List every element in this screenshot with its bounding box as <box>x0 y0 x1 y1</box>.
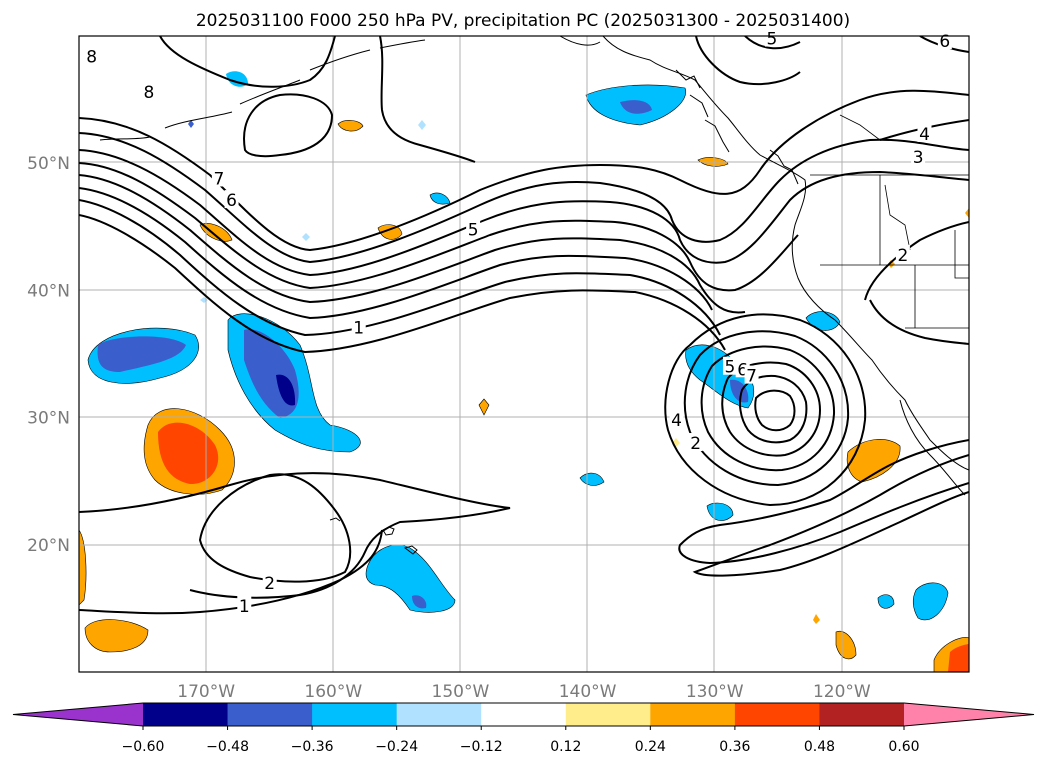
colorbar-segment <box>227 703 313 726</box>
map-background <box>79 36 969 672</box>
contour-label: 1 <box>353 318 364 338</box>
figure-title: 2025031100 F000 250 hPa PV, precipitatio… <box>196 11 850 31</box>
contour-label: 8 <box>144 83 155 103</box>
contour-label-bg <box>895 244 910 263</box>
contour-label-bg <box>911 146 926 165</box>
lon-label: 130°W <box>686 682 744 702</box>
pv-contours <box>79 36 969 615</box>
gridlines <box>79 36 969 672</box>
map-frame <box>78 35 970 673</box>
colorbar-segment <box>481 703 567 726</box>
latitude-labels: 50°N 40°N 30°N 20°N <box>27 154 70 556</box>
colorbar-tick-label: 0.36 <box>719 739 750 755</box>
lat-label: 20°N <box>27 536 70 556</box>
contour-label-bg <box>211 168 226 187</box>
lat-label: 50°N <box>27 154 70 174</box>
lon-label: 160°W <box>304 682 362 702</box>
contour-label-bg <box>262 572 277 591</box>
contour-label: 7 <box>746 367 757 387</box>
longitude-labels: 170°W 160°W 150°W 140°W 130°W 120°W <box>177 682 871 702</box>
lon-label: 120°W <box>813 682 871 702</box>
colorbar-tick-label: 0.48 <box>804 739 835 755</box>
colorbar-segment <box>396 703 482 726</box>
borders <box>810 114 969 329</box>
colorbar-tick-label: 0.12 <box>550 739 581 755</box>
contour-label-bg <box>351 317 366 336</box>
colorbar-extend-low <box>13 703 143 726</box>
contour-label: 5 <box>767 30 778 50</box>
contour-label: 2 <box>264 574 275 594</box>
contour-label: 6 <box>226 191 237 211</box>
lon-label: 140°W <box>559 682 617 702</box>
colorbar-tick-label: 0.60 <box>888 739 919 755</box>
colorbar: −0.60 −0.48 −0.36 −0.24 −0.12 0.12 0.24 0.36 0.4… <box>12 702 1035 755</box>
contour-label-bg <box>688 433 703 452</box>
colorbar-tick-label: −0.12 <box>460 739 503 755</box>
contour-label-bg <box>84 46 99 65</box>
contour-label-bg <box>764 28 779 47</box>
colorbar-segment <box>819 703 905 726</box>
colorbar-tick-label: −0.24 <box>375 739 418 755</box>
colorbar-segment <box>565 703 651 726</box>
contour-label: 8 <box>86 47 97 67</box>
contour-label-bg <box>466 219 481 238</box>
contour-label: 1 <box>239 597 250 617</box>
lat-label: 30°N <box>27 409 70 429</box>
contour-label-bg <box>744 365 759 384</box>
contour-label-bg <box>917 123 932 142</box>
contour-label: 6 <box>737 360 748 380</box>
contour-label: 7 <box>213 169 224 189</box>
contour-label: 5 <box>468 220 479 240</box>
colorbar-tick-label: −0.60 <box>122 739 165 755</box>
precip-positive-shading <box>79 120 969 672</box>
colorbar-tick-label: 0.24 <box>635 739 666 755</box>
colorbar-tick-label: −0.36 <box>291 739 334 755</box>
contour-label: 3 <box>913 148 924 168</box>
contour-label-bg <box>722 356 737 375</box>
lat-label: 40°N <box>27 281 70 301</box>
colorbar-segment <box>650 703 736 726</box>
contour-label-bg <box>141 81 156 100</box>
coastlines <box>99 36 969 555</box>
lon-label: 170°W <box>177 682 235 702</box>
colorbar-extend-high <box>904 703 1034 726</box>
contour-label-bg <box>669 410 684 429</box>
contour-label-bg <box>224 190 239 209</box>
contour-label: 2 <box>897 246 908 266</box>
contour-label: 6 <box>939 32 950 52</box>
contour-label-bg <box>237 595 252 614</box>
colorbar-segment <box>143 703 229 726</box>
colorbar-segment <box>312 703 398 726</box>
contour-label: 4 <box>919 125 930 145</box>
contour-label: 2 <box>690 434 701 454</box>
contour-label: 5 <box>725 358 736 378</box>
colorbar-segment <box>734 703 820 726</box>
contour-label: 4 <box>671 411 682 431</box>
lon-label: 150°W <box>432 682 490 702</box>
colorbar-tick-label: −0.48 <box>206 739 249 755</box>
